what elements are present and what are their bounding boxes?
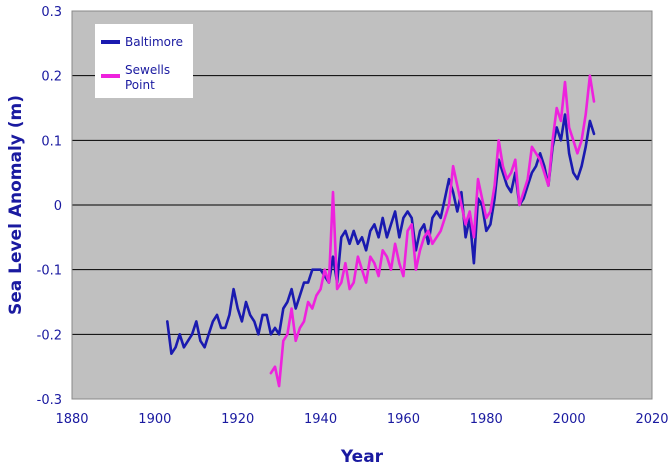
y-tick-label: 0.2 [41,70,62,85]
series-line-baltimore [166,113,596,356]
x-axis-ticks: 1880 1900 1920 1940 1960 1980 2000 2020 [55,412,668,427]
x-tick-label: 1940 [304,412,337,427]
legend-label-sewells-point: Sewells Point [125,63,170,92]
plot-border [71,10,653,400]
y-tick-label: 0.1 [41,134,62,149]
x-tick-label: 1980 [470,412,503,427]
y-tick-label: -0.3 [37,393,62,408]
y-tick-label: -0.1 [37,264,62,279]
x-tick-label: 1960 [387,412,420,427]
legend-box [95,24,193,98]
y-axis-ticks: 0.3 0.2 0.1 0 -0.1 -0.2 -0.3 [37,5,62,408]
legend-label-baltimore: Baltimore [125,35,183,49]
legend: Baltimore Sewells Point [95,24,193,98]
x-axis-title: Year [340,447,384,467]
y-tick-label: -0.2 [37,328,62,343]
y-axis-title: Sea Level Anomaly (m) [6,95,26,315]
series-line-sewells-point [269,74,596,388]
x-tick-label: 1880 [55,412,88,427]
series-layer [166,74,596,388]
x-tick-label: 2020 [635,412,668,427]
y-tick-label: 0.3 [41,5,62,20]
y-tick-label: 0 [54,199,62,214]
x-tick-label: 2000 [553,412,586,427]
x-tick-label: 1920 [221,412,254,427]
x-tick-label: 1900 [138,412,171,427]
